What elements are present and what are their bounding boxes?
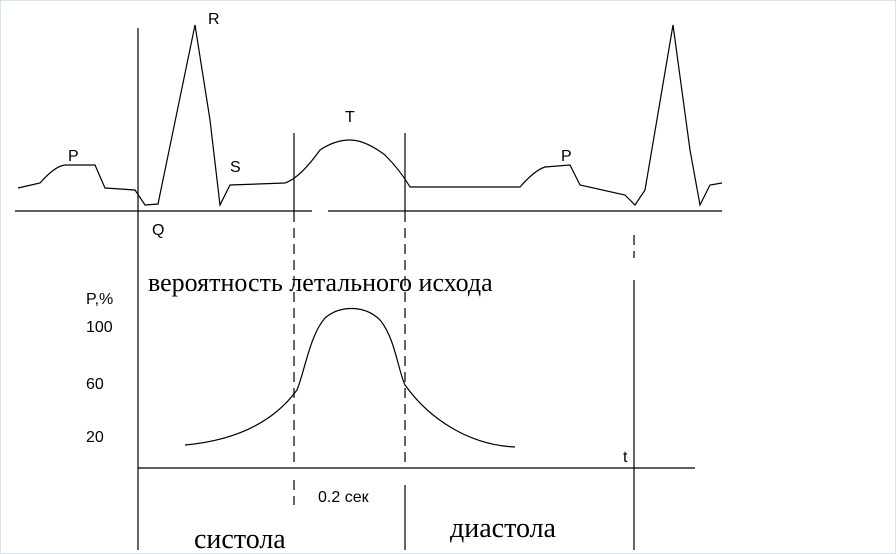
ecg-trace: [17, 24, 723, 208]
y-tick-label: 20: [86, 429, 104, 446]
phase-label: систола: [194, 524, 286, 554]
wave-label: T: [345, 109, 355, 126]
t-label: t: [623, 449, 628, 466]
probability-curve: [184, 307, 516, 448]
y-tick-label: 100: [86, 319, 113, 336]
phase-label: диастола: [450, 513, 557, 544]
y-axis-label: P,%: [86, 291, 113, 308]
title: вероятность летального исхода: [148, 268, 493, 297]
wave-label: R: [208, 11, 220, 28]
wave-label: P: [561, 148, 572, 165]
wave-label: Q: [152, 222, 164, 239]
y-tick-label: 60: [86, 376, 104, 393]
interval-label: 0.2 сек: [318, 489, 370, 506]
wave-label: S: [230, 159, 241, 176]
wave-label: P: [68, 148, 79, 165]
